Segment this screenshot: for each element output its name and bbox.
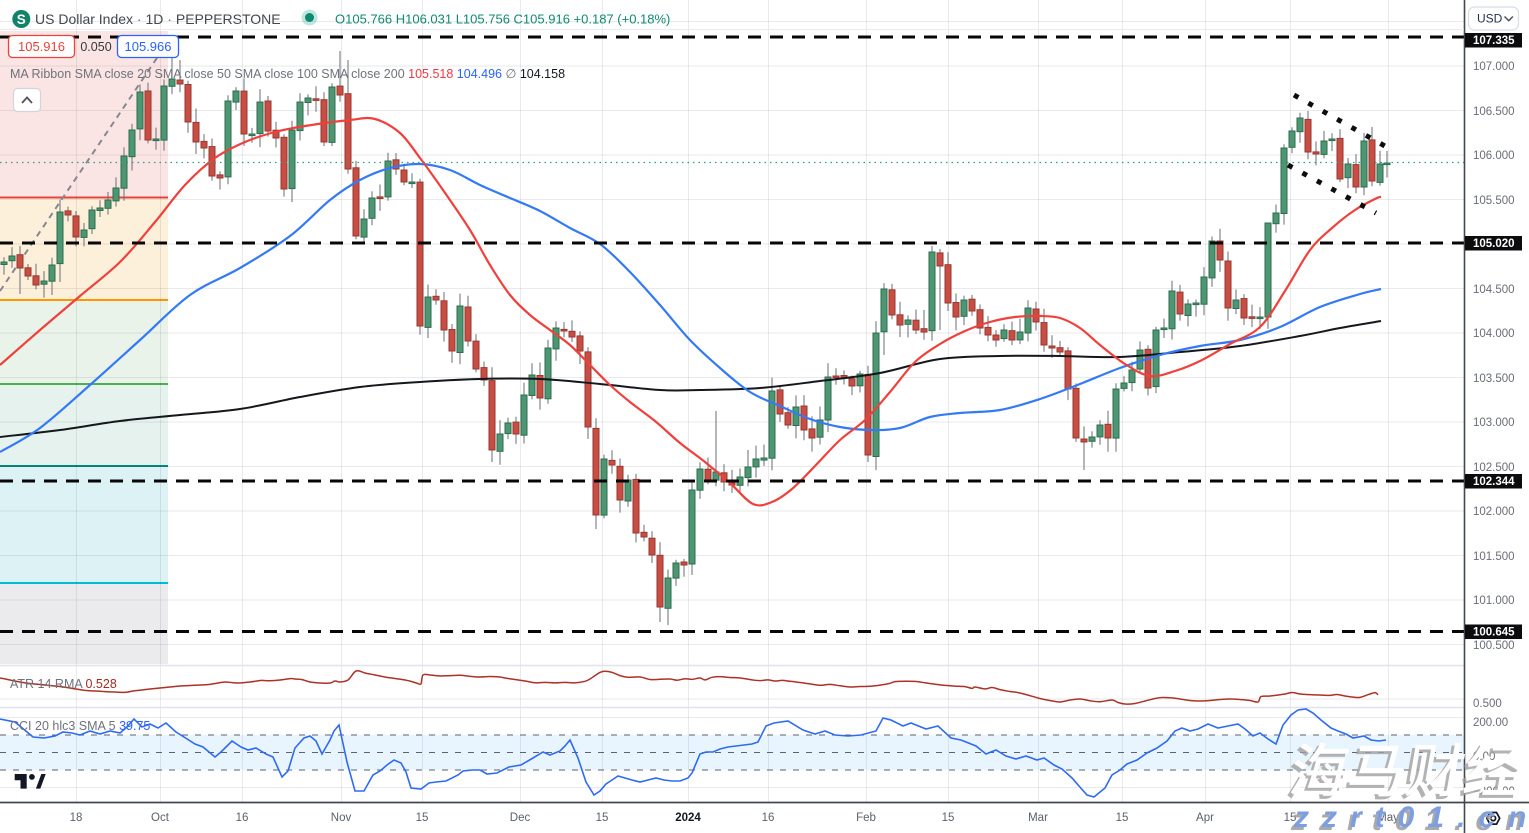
svg-text:104.000: 104.000 xyxy=(1473,328,1515,340)
svg-text:107.000: 107.000 xyxy=(1473,61,1515,73)
svg-text:103.000: 103.000 xyxy=(1473,417,1515,429)
svg-text:105.966: 105.966 xyxy=(125,39,172,54)
svg-text:102.000: 102.000 xyxy=(1473,506,1515,518)
svg-text:2024: 2024 xyxy=(675,812,701,824)
svg-text:Dec: Dec xyxy=(510,812,531,824)
svg-text:18: 18 xyxy=(70,812,83,824)
svg-text:104.500: 104.500 xyxy=(1473,284,1515,296)
svg-text:100.645: 100.645 xyxy=(1473,627,1515,639)
svg-text:CCI 20 hlc3 SMA 5 39.75: CCI 20 hlc3 SMA 5 39.75 xyxy=(10,719,150,733)
svg-text:ATR 14 RMA 0.528: ATR 14 RMA 0.528 xyxy=(10,677,117,691)
svg-text:102.344: 102.344 xyxy=(1473,476,1515,488)
svg-text:101.500: 101.500 xyxy=(1473,551,1515,563)
svg-text:105.500: 105.500 xyxy=(1473,195,1515,207)
svg-text:O105.766 H106.031 L105.756 C10: O105.766 H106.031 L105.756 C105.916 +0.1… xyxy=(335,12,670,27)
svg-text:May: May xyxy=(1377,812,1399,824)
svg-text:MA Ribbon SMA close 20 SMA clo: MA Ribbon SMA close 20 SMA close 50 SMA … xyxy=(10,67,565,81)
svg-text:S: S xyxy=(17,12,26,27)
svg-text:15: 15 xyxy=(1116,812,1129,824)
svg-text:Nov: Nov xyxy=(331,812,352,824)
svg-text:0.050: 0.050 xyxy=(80,40,111,54)
svg-text:Apr: Apr xyxy=(1196,812,1214,824)
svg-text:100.500: 100.500 xyxy=(1473,640,1515,652)
svg-text:15: 15 xyxy=(1284,812,1297,824)
svg-text:106.000: 106.000 xyxy=(1473,150,1515,162)
svg-text:Mar: Mar xyxy=(1028,812,1048,824)
svg-text:15: 15 xyxy=(596,812,609,824)
svg-text:USD: USD xyxy=(1477,12,1503,26)
svg-text:Feb: Feb xyxy=(856,812,876,824)
svg-text:US Dollar Index · 1D · PEPPERS: US Dollar Index · 1D · PEPPERSTONE xyxy=(35,11,281,27)
svg-text:101.000: 101.000 xyxy=(1473,595,1515,607)
svg-text:106.500: 106.500 xyxy=(1473,106,1515,118)
svg-text:107.335: 107.335 xyxy=(1473,35,1515,47)
svg-text:105.916: 105.916 xyxy=(18,39,65,54)
svg-text:zzrt01.cn: zzrt01.cn xyxy=(1293,801,1529,833)
svg-text:200.00: 200.00 xyxy=(1473,717,1508,729)
svg-text:Oct: Oct xyxy=(151,812,170,824)
svg-text:zzrt01.cn: zzrt01.cn xyxy=(1290,804,1529,833)
svg-text:15: 15 xyxy=(942,812,955,824)
svg-text:15: 15 xyxy=(416,812,429,824)
svg-text:103.500: 103.500 xyxy=(1473,373,1515,385)
svg-text:16: 16 xyxy=(236,812,249,824)
svg-text:102.500: 102.500 xyxy=(1473,462,1515,474)
svg-text:105.020: 105.020 xyxy=(1473,238,1515,250)
svg-text:0.500: 0.500 xyxy=(1473,698,1502,710)
svg-text:16: 16 xyxy=(762,812,775,824)
